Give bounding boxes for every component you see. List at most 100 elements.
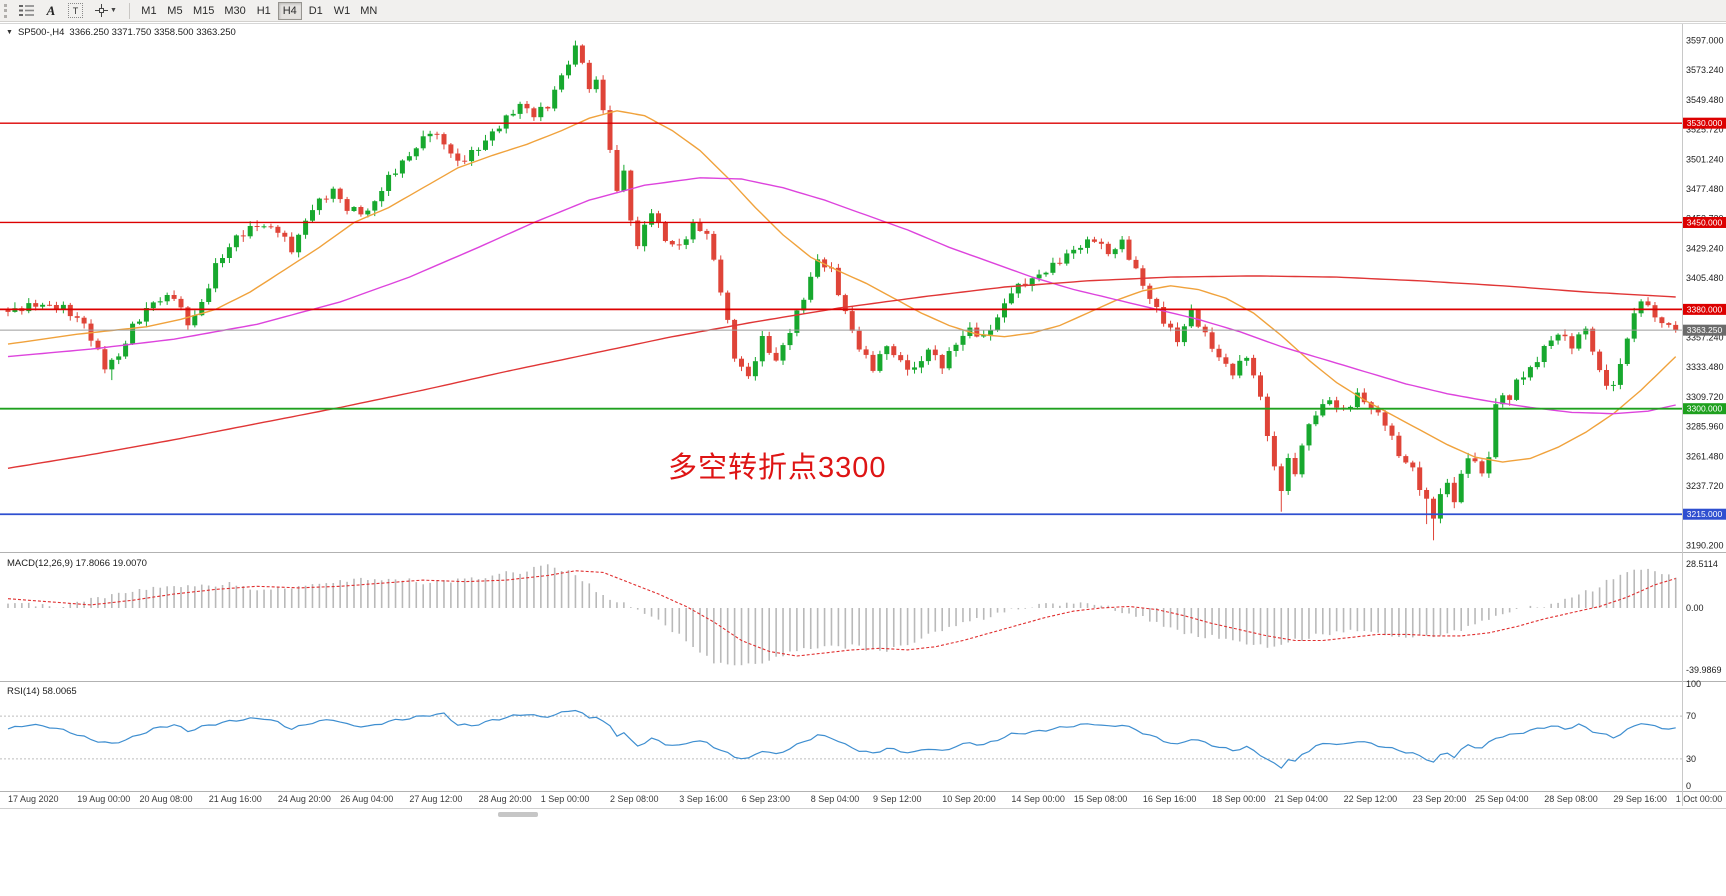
chevron-down-icon: ▼ (110, 7, 117, 14)
svg-text:27 Aug 12:00: 27 Aug 12:00 (409, 794, 462, 804)
svg-text:3597.000: 3597.000 (1686, 36, 1724, 46)
svg-text:3450.000: 3450.000 (1687, 217, 1723, 227)
svg-text:2 Sep 08:00: 2 Sep 08:00 (610, 794, 659, 804)
svg-text:9 Sep 12:00: 9 Sep 12:00 (873, 794, 922, 804)
svg-text:22 Sep 12:00: 22 Sep 12:00 (1344, 794, 1398, 804)
macd-panel: 28.5114 0.00 -39.9869 (7, 559, 1722, 675)
price-axis: 3597.000 3573.240 3549.480 3525.720 3501.240… (1683, 36, 1726, 550)
svg-text:0.00: 0.00 (1686, 603, 1704, 613)
svg-text:6 Sep 23:00: 6 Sep 23:00 (742, 794, 791, 804)
text-label-icon: T (68, 3, 83, 18)
svg-text:1 Oct 00:00: 1 Oct 00:00 (1676, 794, 1723, 804)
svg-text:3333.480: 3333.480 (1686, 362, 1724, 372)
svg-text:3357.240: 3357.240 (1686, 333, 1724, 343)
svg-text:3525.720: 3525.720 (1686, 125, 1724, 135)
macd-signal-line (7, 570, 1676, 657)
ma-slow-line (7, 275, 1676, 469)
timeframe-button-h1[interactable]: H1 (252, 2, 276, 20)
svg-text:3573.240: 3573.240 (1686, 65, 1724, 75)
svg-text:8 Sep 04:00: 8 Sep 04:00 (811, 794, 860, 804)
timeframe-button-m5[interactable]: M5 (163, 2, 187, 20)
rsi-indicator-label: RSI(14) 58.0065 (7, 686, 77, 697)
svg-text:1 Sep 00:00: 1 Sep 00:00 (541, 794, 590, 804)
svg-text:3429.240: 3429.240 (1686, 243, 1724, 253)
svg-text:3549.480: 3549.480 (1686, 95, 1724, 105)
svg-text:10 Sep 20:00: 10 Sep 20:00 (942, 794, 996, 804)
macd-indicator-label: MACD(12,26,9) 17.8066 19.0070 (7, 558, 147, 569)
svg-text:24 Aug 20:00: 24 Aug 20:00 (278, 794, 331, 804)
svg-text:0: 0 (1686, 781, 1691, 791)
svg-text:16 Sep 16:00: 16 Sep 16:00 (1143, 794, 1197, 804)
letter-a-icon: A (46, 2, 56, 18)
svg-text:21 Sep 04:00: 21 Sep 04:00 (1274, 794, 1328, 804)
svg-text:20 Aug 08:00: 20 Aug 08:00 (140, 794, 193, 804)
svg-text:28 Aug 20:00: 28 Aug 20:00 (479, 794, 532, 804)
timeframe-button-m15[interactable]: M15 (189, 2, 218, 20)
svg-text:21 Aug 16:00: 21 Aug 16:00 (209, 794, 262, 804)
timeframe-button-w1[interactable]: W1 (330, 2, 355, 20)
level-price-tag (1683, 216, 1726, 228)
timeframe-buttons: M1 M5 M15 M30 H1 H4 D1 W1 MN (137, 1, 381, 20)
svg-text:3285.960: 3285.960 (1686, 422, 1724, 432)
chart-annotation-text: 多空转折点3300 (668, 452, 887, 484)
rsi-panel: 100 70 30 0 (0, 679, 1701, 791)
svg-text:3530.000: 3530.000 (1687, 118, 1723, 128)
time-axis: 17 Aug 2020 19 Aug 00:00 20 Aug 08:00 21 Au… (8, 794, 1722, 804)
svg-text:28 Sep 08:00: 28 Sep 08:00 (1544, 794, 1598, 804)
svg-text:3 Sep 16:00: 3 Sep 16:00 (679, 794, 728, 804)
svg-text:18 Sep 00:00: 18 Sep 00:00 (1212, 794, 1266, 804)
timeframe-button-h4[interactable]: H4 (277, 1, 302, 20)
svg-text:30: 30 (1686, 754, 1696, 764)
svg-text:17 Aug 2020: 17 Aug 2020 (8, 794, 59, 804)
symbol-dropdown-arrow[interactable]: ▼ (6, 29, 13, 36)
timeframe-button-m1[interactable]: M1 (137, 2, 161, 20)
svg-text:3300.000: 3300.000 (1687, 404, 1723, 414)
scrollbar-thumb[interactable] (498, 812, 538, 817)
svg-text:70: 70 (1686, 711, 1696, 721)
svg-text:3237.720: 3237.720 (1686, 481, 1724, 491)
toolbar: A T ▼ M1 M5 M15 M30 H1 H4 D1 W1 MN (0, 0, 1726, 22)
quotes-list-button[interactable] (14, 2, 39, 20)
svg-text:15 Sep 08:00: 15 Sep 08:00 (1074, 794, 1128, 804)
svg-text:3363.250: 3363.250 (1687, 325, 1723, 335)
rsi-line (7, 709, 1676, 769)
timeframe-button-mn[interactable]: MN (356, 2, 381, 20)
svg-text:3477.480: 3477.480 (1686, 184, 1724, 194)
symbol-ohlc-line: ▼ SP500-,H4 3366.250 3371.750 3358.500 3… (6, 27, 236, 38)
svg-text:100: 100 (1686, 679, 1701, 689)
level-price-tag (1683, 508, 1726, 520)
horizontal-scrollbar[interactable] (0, 808, 1726, 821)
timeframe-button-d1[interactable]: D1 (304, 2, 328, 20)
svg-text:14 Sep 00:00: 14 Sep 00:00 (1011, 794, 1065, 804)
bid-price-tag (1683, 324, 1726, 336)
toolbar-grip[interactable] (4, 3, 7, 18)
svg-text:25 Sep 04:00: 25 Sep 04:00 (1475, 794, 1529, 804)
ohlc-values: 3366.250 3371.750 3358.500 3363.250 (69, 27, 236, 38)
main-price-panel (5, 40, 1679, 541)
svg-text:29 Sep 16:00: 29 Sep 16:00 (1613, 794, 1667, 804)
svg-text:26 Aug 04:00: 26 Aug 04:00 (340, 794, 393, 804)
ma-fast-line (7, 110, 1677, 463)
svg-text:28.5114: 28.5114 (1686, 559, 1718, 569)
svg-text:19 Aug 00:00: 19 Aug 00:00 (77, 794, 130, 804)
level-price-tag (1683, 303, 1726, 315)
toolbar-separator (128, 2, 130, 19)
level-price-tag (1683, 117, 1726, 129)
crosshair-tool-button[interactable]: ▼ (90, 2, 122, 20)
timeframe-button-m30[interactable]: M30 (220, 2, 249, 20)
crosshair-icon (95, 4, 108, 17)
svg-text:23 Sep 20:00: 23 Sep 20:00 (1413, 794, 1467, 804)
text-label-tool-button[interactable]: T (63, 2, 88, 20)
candlestick-series (5, 40, 1679, 541)
symbol-period-label: SP500-,H4 (17, 27, 65, 38)
svg-text:3261.480: 3261.480 (1686, 451, 1724, 461)
level-price-tag (1683, 403, 1726, 415)
svg-text:3309.720: 3309.720 (1686, 392, 1724, 402)
ma-mid-line (7, 177, 1676, 415)
svg-text:3215.000: 3215.000 (1687, 509, 1723, 519)
svg-text:-39.9869: -39.9869 (1686, 665, 1722, 675)
quote-board-icon (19, 5, 34, 16)
text-annotation-tool-button[interactable]: A (41, 2, 61, 20)
